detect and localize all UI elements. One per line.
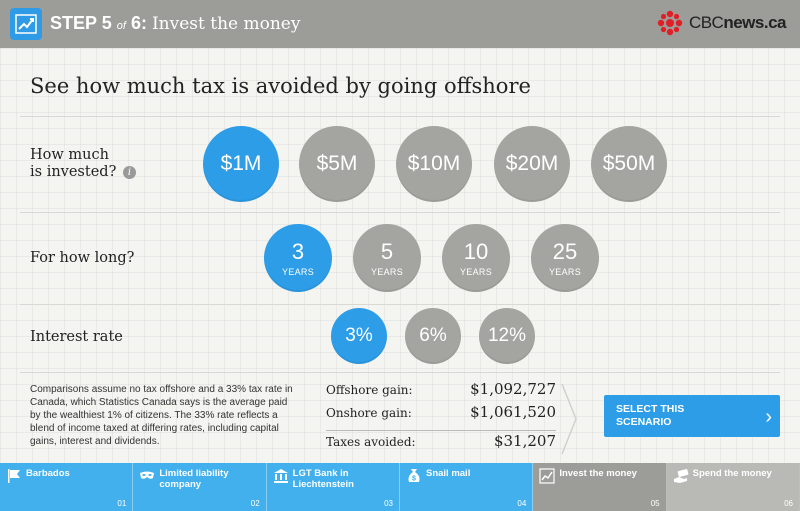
amount-option-label: $5M	[316, 152, 358, 175]
nav-step-6[interactable]: Spend the money 06	[666, 463, 800, 511]
amount-option-label: $1M	[220, 152, 262, 175]
duration-value: 25	[552, 238, 578, 264]
top-bar: STEP 5 of 6: Invest the money CBCnews.ca	[0, 0, 800, 48]
nav-number: 03	[384, 499, 393, 508]
rate-option-12[interactable]: 12%	[479, 308, 535, 364]
nav-label: LGT Bank in Liechtenstein	[292, 468, 354, 490]
step-word: STEP	[50, 13, 97, 33]
duration-option-25[interactable]: 25 YEARS	[531, 224, 599, 292]
step-of: of	[116, 20, 126, 32]
nav-step-3[interactable]: LGT Bank in Liechtenstein 03	[266, 463, 400, 511]
offshore-gain-value: $1,092,727	[470, 380, 556, 398]
nav-step-4[interactable]: $ Snail mail 04	[399, 463, 534, 511]
nav-step-1[interactable]: Barbados 01	[0, 463, 134, 511]
offshore-gain-row: Offshore gain: $1,092,727	[326, 380, 556, 402]
mask-icon	[140, 471, 155, 479]
duration-option-5[interactable]: 5 YEARS	[353, 224, 421, 292]
nav-number: 01	[117, 499, 127, 508]
duration-unit: YEARS	[459, 266, 492, 277]
duration-option-10[interactable]: 10 YEARS	[442, 224, 510, 292]
amount-option-label: $50M	[602, 152, 656, 175]
svg-text:$: $	[412, 476, 416, 483]
onshore-gain-row: Onshore gain: $1,061,520	[326, 403, 556, 425]
money-bag-icon: $	[408, 469, 420, 483]
nav-label: Limited liability company	[159, 468, 229, 490]
duration-value: 10	[463, 238, 489, 264]
interest-label: Interest rate	[30, 329, 123, 345]
brand-text: CBCnews.ca	[688, 13, 787, 33]
nav-label: Barbados	[26, 468, 70, 479]
taxes-avoided-row: Taxes avoided: $31,207	[326, 432, 556, 454]
duration-option-3[interactable]: 3 YEARS	[264, 224, 332, 292]
chevron-right-icon: ›	[765, 406, 772, 428]
page-title: See how much tax is avoided by going off…	[30, 74, 531, 98]
nav-label: Snail mail	[425, 468, 471, 479]
offshore-gain-label: Offshore gain:	[326, 383, 413, 397]
rate-option-3[interactable]: 3%	[331, 308, 387, 364]
duration-unit: YEARS	[548, 266, 581, 277]
nav-number: 06	[784, 499, 793, 508]
cbc-logo[interactable]: CBCnews.ca	[657, 10, 786, 36]
select-scenario-label: SELECT THIS SCENARIO	[616, 403, 685, 428]
invested-label: How much is invested? i	[30, 147, 136, 181]
amount-option-20m[interactable]: $20M	[494, 126, 570, 202]
taxes-avoided-value: $31,207	[493, 432, 556, 450]
step-current: 5	[101, 13, 112, 33]
divider	[20, 212, 780, 213]
step-description: Invest the money	[151, 14, 301, 34]
duration-label: For how long?	[30, 250, 135, 266]
nav-number: 04	[517, 499, 527, 508]
step-total: 6:	[130, 13, 147, 33]
duration-unit: YEARS	[281, 266, 314, 277]
chart-icon	[539, 468, 555, 484]
onshore-gain-label: Onshore gain:	[326, 406, 412, 420]
rate-option-label: 3%	[345, 325, 373, 346]
amount-option-1m[interactable]: $1M	[203, 126, 279, 202]
flag-icon	[8, 469, 20, 483]
taxes-avoided-label: Taxes avoided:	[326, 435, 416, 449]
nav-step-2[interactable]: Limited liability company 02	[133, 463, 267, 511]
rate-option-6[interactable]: 6%	[405, 308, 461, 364]
nav-label: Spend the money	[692, 468, 772, 479]
cbc-gem-icon	[657, 10, 683, 36]
info-icon[interactable]: i	[122, 165, 136, 179]
rate-option-label: 12%	[487, 325, 527, 346]
step-title: STEP 5 of 6: Invest the money	[50, 13, 300, 34]
amount-option-10m[interactable]: $10M	[396, 126, 472, 202]
select-scenario-button[interactable]: SELECT THIS SCENARIO ›	[604, 395, 780, 437]
nav-number: 02	[250, 499, 260, 508]
amount-option-label: $20M	[505, 152, 559, 175]
results-divider	[326, 430, 556, 431]
nav-step-5[interactable]: Invest the money 05	[533, 463, 667, 511]
divider	[20, 304, 780, 305]
bank-icon	[273, 469, 288, 483]
brand-bold: CBC	[688, 13, 724, 32]
invested-label-line1: How much	[30, 147, 109, 163]
onshore-gain-value: $1,061,520	[470, 403, 556, 421]
assumptions-note: Comparisons assume no tax offshore and a…	[30, 384, 293, 447]
chart-icon	[10, 8, 42, 40]
brand-rest: news.ca	[723, 13, 786, 32]
divider	[20, 372, 780, 373]
rate-option-label: 6%	[419, 325, 447, 346]
invested-label-line2: is invested?	[30, 164, 117, 180]
amount-option-label: $10M	[407, 152, 461, 175]
step-nav: Barbados 01 Limited liability company 02…	[0, 463, 800, 511]
money-hand-icon	[673, 469, 689, 483]
duration-unit: YEARS	[370, 266, 403, 277]
duration-value: 5	[380, 238, 394, 264]
duration-value: 3	[291, 238, 305, 264]
amount-option-5m[interactable]: $5M	[299, 126, 375, 202]
nav-label: Invest the money	[559, 468, 637, 479]
amount-option-50m[interactable]: $50M	[591, 126, 667, 202]
nav-number: 05	[650, 499, 660, 508]
chevron-divider-icon	[561, 383, 577, 455]
divider	[20, 116, 780, 117]
